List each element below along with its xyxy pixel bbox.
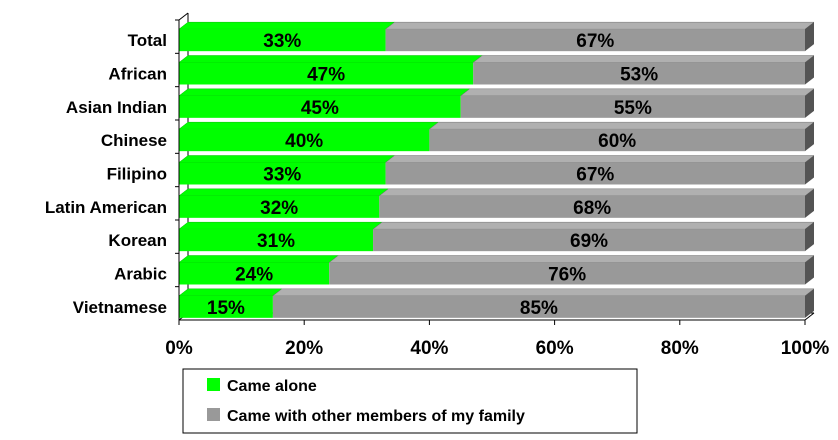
bar-top-face [272, 288, 815, 297]
x-tick-label: 0% [165, 338, 193, 359]
data-label: 47% [307, 65, 345, 86]
plot-wall-edge [178, 12, 189, 21]
category-label: Filipino [107, 165, 167, 184]
legend-label: Came alone [227, 378, 317, 395]
category-label: Korean [108, 231, 167, 250]
data-label: 40% [285, 131, 323, 152]
data-label: 15% [207, 298, 245, 319]
bar-side-face [805, 188, 814, 218]
bar-segment [179, 162, 386, 185]
bar-segment [179, 29, 386, 52]
category-label: Vietnamese [73, 298, 167, 317]
bar-segment [385, 162, 805, 185]
x-tick-label: 40% [410, 338, 448, 359]
x-tick-label: 20% [285, 338, 323, 359]
data-label: 85% [520, 298, 558, 319]
bar-side-face [805, 288, 814, 318]
bar-top-face [328, 255, 815, 263]
category-label: Latin American [45, 198, 167, 217]
bar-top-face [178, 21, 396, 30]
plot-floor-right-edge [804, 312, 815, 321]
bar-side-face [805, 88, 814, 118]
bar-segment [379, 195, 805, 218]
data-label: 45% [301, 98, 339, 119]
bar-side-face [805, 122, 814, 152]
category-label: Asian Indian [66, 98, 167, 117]
bar-top-face [178, 155, 396, 163]
data-label: 76% [548, 265, 586, 286]
bar-top-face [428, 121, 815, 130]
bar-top-face [178, 188, 390, 197]
bar-top-face [472, 55, 815, 63]
bar-segment [272, 295, 805, 318]
bar-segment [429, 129, 805, 152]
bar-segment [473, 62, 805, 85]
bar-top-face [384, 155, 815, 163]
bar-top-face [178, 288, 283, 297]
legend-swatch [207, 378, 220, 391]
bar-top-face [178, 88, 471, 97]
bar-side-face [805, 222, 814, 252]
bar-top-face [384, 21, 815, 30]
data-label: 67% [576, 31, 614, 52]
bar-segment [179, 129, 430, 152]
data-label: 33% [263, 165, 301, 186]
legend-box [182, 368, 638, 434]
x-tick-label: 80% [661, 338, 699, 359]
category-label: Chinese [101, 131, 167, 150]
bar-segment [179, 295, 273, 318]
bar-segment [460, 95, 805, 118]
bar-top-face [178, 121, 440, 130]
bar-top-face [459, 88, 815, 97]
data-label: 24% [235, 265, 273, 286]
data-label: 53% [620, 65, 658, 86]
legend-swatch [207, 408, 220, 421]
data-label: 68% [573, 198, 611, 219]
category-label: Arabic [114, 265, 167, 284]
data-label: 33% [263, 31, 301, 52]
x-tick-label: 60% [536, 338, 574, 359]
bar-side-face [805, 255, 814, 285]
data-label: 60% [598, 131, 636, 152]
data-label: 32% [260, 198, 298, 219]
bar-segment [179, 229, 374, 252]
category-label: Total [128, 31, 167, 50]
bar-segment [179, 62, 474, 85]
bar-segment [179, 195, 380, 218]
bar-segment [385, 29, 805, 52]
bar-top-face [378, 188, 815, 197]
data-label: 31% [257, 231, 295, 252]
data-label: 67% [576, 165, 614, 186]
data-label: 69% [570, 231, 608, 252]
bar-side-face [805, 55, 814, 85]
bar-top-face [178, 255, 339, 263]
bar-top-face [178, 221, 383, 230]
bar-segment [373, 229, 805, 252]
category-label: African [108, 65, 167, 84]
bar-top-face [178, 55, 483, 63]
bar-top-face [372, 221, 815, 230]
bar-segment [329, 262, 805, 285]
data-label: 55% [614, 98, 652, 119]
legend-label: Came with other members of my family [227, 408, 525, 425]
bar-segment [179, 262, 330, 285]
bar-side-face [805, 22, 814, 52]
bar-segment [179, 95, 461, 118]
x-tick-label: 100% [781, 338, 830, 359]
bar-side-face [805, 155, 814, 185]
